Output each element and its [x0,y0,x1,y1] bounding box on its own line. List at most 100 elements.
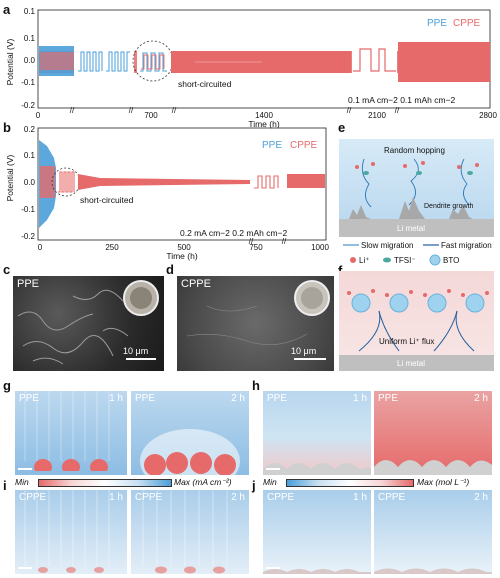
panel-letter-g: g [3,378,11,393]
li-ion-text: Li⁺ [359,256,369,265]
panel-letter-i: i [3,478,7,493]
xlabel-b: Time (h) [166,251,197,261]
sem-label-ppe: PPE [17,278,40,290]
colorbar-left-max: Max (mA cm⁻²) [174,477,232,487]
sim-i-1h: CPPE 1 h [15,490,127,574]
legend-cppe-b: CPPE [290,140,318,151]
xtick-b-0: 0 [38,243,43,252]
ytick-b-0: 0.2 [24,125,36,134]
sim-i-2h-drawing [142,490,228,574]
xtick-b-2: 500 [177,243,191,252]
colorbar-right-max: Max (mol L⁻¹) [417,477,470,487]
ytick-a-2: -0.1 [21,78,35,87]
xtick-b-4: 1000 [311,243,329,252]
sim-h-1h-label: PPE [267,393,288,404]
panel-letter-a: a [3,2,11,17]
scale-bar-c [126,358,156,360]
sim-j-1h-time: 1 h [353,492,367,503]
sim-j-2h-time: 2 h [474,492,488,503]
sim-g-1h-drawing [15,391,127,475]
sem-label-cppe: CPPE [181,278,211,290]
sim-j-1h: CPPE 1 h [263,490,371,574]
li-metal-e [339,219,494,237]
axis-breaks-a: // // // // // [70,106,400,115]
sim-j-1h-drawing [263,569,371,574]
tfsi-icon [383,257,391,263]
sim-g-2h: PPE 2 h [131,391,249,475]
li-metal-f [339,355,494,371]
voltage-chart-b: Potential (V) 0.2 0.1 0.0 -0.1 -0.2 0 25… [5,125,330,261]
short-circuit-note-b: short-circuited [80,195,134,205]
ytick-a-0: 0.1 [24,34,36,43]
sem-image-cppe: CPPE 10 μm [177,276,334,371]
schematic-e-drawing [339,158,494,237]
axis-breaks-b: // // [249,237,287,246]
li-metal-label-f: Li metal [397,359,426,368]
plot-frame-b [37,127,327,241]
condition-note-b: 0.2 mA cm−2 0.2 mAh cm−2 [180,228,288,238]
xtick-a-0: 0 [36,111,41,120]
scale-bar-j [266,567,280,569]
condition-note-a: 0.1 mA cm−2 0.1 mAh cm−2 [348,95,456,105]
ylabel-a: Potential (V) [5,38,15,85]
short-circuit-highlight-a [132,40,174,82]
svg-text://: // [172,106,177,115]
sem-texture-cppe [186,280,330,345]
xtick-a-3: 2100 [368,111,386,120]
ytick-a-3: -0.2 [21,101,35,110]
svg-text://: // [70,106,75,115]
schematic-e: Random hopping Dendrite growth Li metal [339,139,494,237]
ppe-square-wave-a [74,44,134,78]
panel-letter-e: e [338,120,346,135]
bto-icon [429,254,441,266]
hopping-paths [361,158,470,208]
sim-h-2h-time: 2 h [474,393,488,404]
sim-h-1h: PPE 1 h [263,391,371,475]
sim-j-2h: CPPE 2 h [374,490,492,574]
random-hopping-label: Random hopping [384,146,445,155]
slow-migration-text: Slow migration [361,241,413,250]
sim-i-1h-drawing [24,490,110,573]
ytick-labels-b: 0.2 0.1 0.0 -0.1 -0.2 [21,125,35,241]
panel-letter-b: b [3,120,11,135]
xtick-a-4: 2800 [479,111,497,120]
scale-text-c: 10 μm [123,346,149,356]
sim-g-2h-drawing [140,429,240,475]
sim-h-2h: PPE 2 h [374,391,492,475]
panel-letter-f: f [338,263,342,278]
schematic-f: Uniform Li⁺ flux Li metal [339,271,494,371]
xtick-a-1: 700 [144,111,158,120]
ytick-a-1: 0.0 [24,56,36,65]
sim-j-2h-drawing [374,568,492,574]
xtick-a-2: 1400 [255,111,273,120]
scale-text-d: 10 μm [291,346,317,356]
colorbar-right-min: Min [263,477,277,487]
schematic-f-drawing [339,289,494,371]
colorbar-left-min: Min [15,477,29,487]
sim-i-2h-label: CPPE [135,492,163,503]
sim-g-1h-label: PPE [19,393,40,404]
sem-texture-ppe [17,280,159,365]
xtick-b-1: 250 [105,243,119,252]
cppe-band-b-end [287,174,325,188]
dendrite-growth-label: Dendrite growth [424,203,474,210]
svg-text://: // [249,237,254,246]
scale-bar-d [294,358,326,360]
sim-j-1h-label: CPPE [267,492,295,503]
xtick-b-3: 750 [249,243,263,252]
ytick-b-2: 0.0 [24,178,36,187]
sim-h-1h-time: 1 h [353,393,367,404]
li-ion-icon [350,257,356,263]
svg-text://: // [282,237,287,246]
sim-g-1h: PPE 1 h [15,391,127,475]
legend-ppe-a: PPE [427,18,447,29]
scale-bar-g [18,468,32,470]
svg-text://: // [347,106,352,115]
migration-legend: Slow migration Fast migration Li⁺ TFSI⁻ … [343,241,492,266]
voltage-chart-a: Potential (V) 0.1 0.1 0.0 -0.1 -0.2 0 70… [5,7,497,129]
sim-i-1h-time: 1 h [109,492,123,503]
sim-h-2h-drawing [374,460,492,475]
xtick-labels-b: 0 250 500 750 1000 [38,243,330,252]
colorbar-right [286,479,414,487]
panel-letter-h: h [252,378,260,393]
